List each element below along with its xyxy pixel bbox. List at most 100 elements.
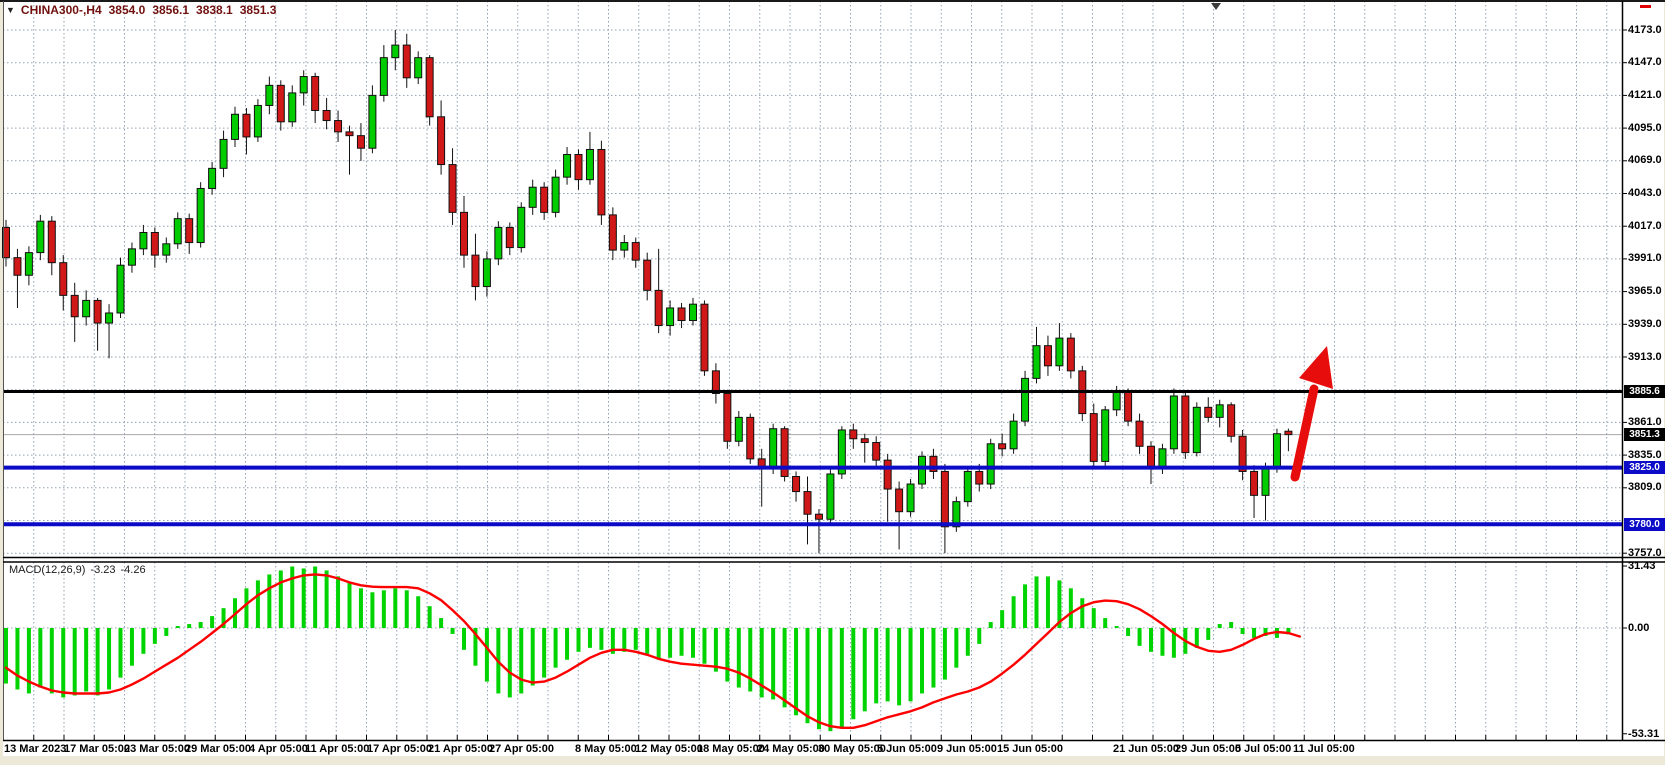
time-axis-label: 5 Jun 05:00	[877, 743, 937, 755]
candle-body	[929, 455, 938, 472]
time-axis-label: 15 Jun 05:00	[997, 743, 1064, 755]
time-axis-label: 21 Jun 05:00	[1113, 743, 1180, 755]
macd-histogram-bar	[1068, 588, 1073, 628]
macd-histogram-bar	[267, 574, 272, 628]
candle-body	[666, 307, 675, 327]
quote-high: 3856.1	[152, 3, 190, 17]
candle-body	[471, 254, 480, 288]
macd-histogram-bar	[805, 628, 810, 724]
candle-body	[1169, 395, 1178, 450]
macd-histogram-bar	[358, 588, 363, 628]
candle-body	[425, 57, 434, 118]
candle-body	[2, 226, 10, 259]
candle-body	[1021, 377, 1030, 422]
macd-histogram-bar	[290, 566, 295, 628]
macd-histogram-bar	[416, 596, 421, 628]
candle-body	[723, 392, 732, 442]
macd-histogram-bar	[393, 588, 398, 628]
candle-body	[1284, 430, 1293, 436]
macd-histogram-bar	[72, 628, 77, 696]
up-arrow-head[interactable]	[1299, 346, 1333, 389]
candle-body	[311, 76, 320, 111]
macd-histogram-bar	[1114, 626, 1119, 628]
candle-body	[379, 57, 388, 96]
symbol-timeframe-label: CHINA300-,H4	[20, 3, 102, 17]
macd-histogram-bar	[462, 628, 466, 650]
price-axis-label: 4069.0	[1628, 154, 1662, 167]
price-axis-label: 3965.0	[1628, 285, 1662, 298]
candle-body	[608, 214, 617, 251]
candle-body	[998, 443, 1007, 450]
candle-body	[860, 438, 869, 444]
window-top-border	[0, 0, 1665, 2]
macd-histogram-bar	[404, 590, 409, 628]
tick-direction-mark	[1640, 5, 1651, 8]
macd-histogram-bar	[1286, 628, 1291, 635]
candle-body	[437, 116, 446, 166]
macd-histogram-bar	[713, 628, 718, 672]
price-badge-3780.0: 3780.0	[1624, 517, 1665, 531]
macd-signal-line	[4, 573, 1301, 729]
candle-body	[792, 475, 801, 493]
macd-histogram-bar	[381, 590, 386, 628]
macd-histogram-bar	[1023, 584, 1028, 628]
up-arrow-shaft[interactable]	[1290, 384, 1319, 482]
price-axis-label: 4147.0	[1628, 56, 1662, 69]
macd-histogram-bar	[164, 628, 169, 636]
candle-body	[540, 186, 549, 213]
candle-body	[299, 76, 308, 94]
price-axis-label: 4017.0	[1628, 219, 1662, 232]
macd-histogram-bar	[645, 628, 650, 654]
symbol-dropdown-icon[interactable]: ▼	[6, 5, 15, 15]
macd-histogram-bar	[221, 608, 226, 628]
candle-body	[1238, 435, 1247, 472]
macd-histogram-bar	[816, 628, 821, 730]
macd-histogram-bar	[427, 606, 432, 628]
candle-body	[219, 138, 228, 169]
macd-histogram-bar	[542, 628, 547, 678]
time-axis-label: 29 Mar 05:00	[185, 743, 252, 755]
time-axis-label: 9 Jun 05:00	[937, 743, 997, 755]
candle-body	[505, 226, 514, 249]
time-axis-label: 30 May 05:00	[818, 743, 886, 755]
price-axis-label: 3991.0	[1628, 252, 1662, 265]
macd-histogram-bar	[565, 628, 570, 660]
candle-body	[70, 294, 79, 318]
macd-axis-label: -53.31	[1628, 727, 1660, 740]
macd-histogram-bar	[1137, 628, 1142, 646]
macd-histogram-bar	[725, 628, 730, 682]
chart-shift-marker-icon[interactable]	[1211, 3, 1221, 10]
quote-low: 3838.1	[196, 3, 233, 17]
candle-body	[585, 148, 594, 181]
macd-histogram-bar	[908, 628, 913, 702]
macd-histogram-bar	[1229, 622, 1234, 628]
price-axis-label: 3835.0	[1628, 448, 1662, 461]
macd-histogram-bar	[175, 626, 180, 628]
macd-histogram-bar	[439, 618, 444, 628]
candle-body	[1089, 413, 1098, 462]
macd-histogram-bar	[336, 576, 341, 628]
candle-body	[597, 148, 606, 216]
price-axis-label: 3809.0	[1628, 481, 1662, 494]
time-axis-label: 17 Apr 05:00	[367, 743, 433, 755]
candle-body	[1101, 409, 1110, 462]
macd-histogram-bar	[84, 628, 89, 692]
macd-histogram-bar	[633, 628, 638, 650]
macd-histogram-bar	[553, 628, 558, 668]
macd-histogram-bar	[782, 628, 787, 708]
time-axis-label: 21 Apr 05:00	[428, 743, 494, 755]
macd-histogram-bar	[1011, 596, 1016, 628]
time-axis-label: 23 Mar 05:00	[124, 743, 191, 755]
macd-histogram-bar	[885, 628, 890, 702]
candle-body	[82, 299, 91, 318]
macd-histogram-bar	[1217, 624, 1222, 628]
macd-histogram-bar	[736, 628, 741, 688]
macd-histogram-bar	[15, 628, 20, 690]
candle-body	[345, 131, 354, 137]
candle-body	[746, 416, 755, 460]
candle-body	[1272, 433, 1281, 469]
candle-body	[872, 442, 881, 461]
macd-histogram-bar	[1057, 580, 1062, 628]
macd-histogram-bar	[313, 566, 318, 628]
